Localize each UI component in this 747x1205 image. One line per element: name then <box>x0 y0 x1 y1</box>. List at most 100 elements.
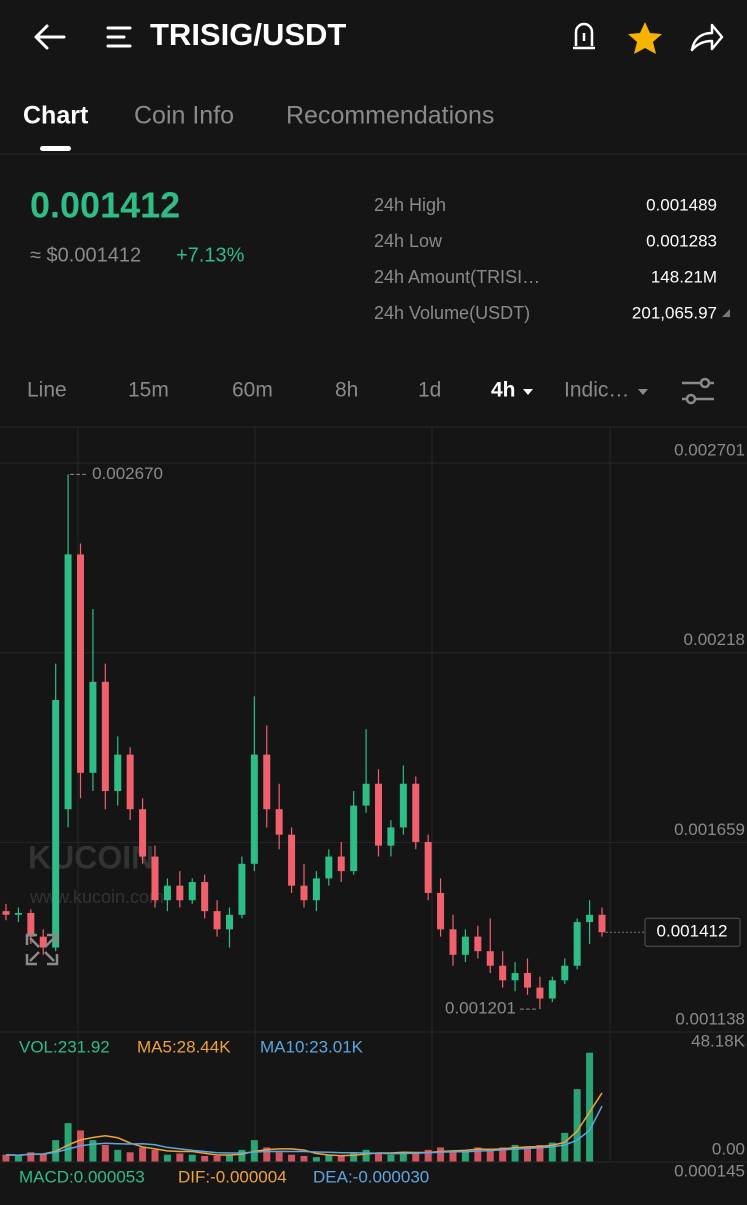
volume-bar <box>424 1149 432 1162</box>
candle-body <box>27 912 35 937</box>
last-price-label: 0.001412 <box>657 922 728 941</box>
candle-body <box>52 700 60 948</box>
last-price-tag <box>644 917 741 947</box>
volume-bar <box>561 1132 569 1162</box>
candle-body <box>387 827 395 846</box>
volume-bar <box>312 1157 320 1162</box>
volume-bar <box>238 1149 246 1162</box>
volume-bar <box>188 1154 196 1162</box>
dropdown-arrow <box>523 389 533 395</box>
candle-body <box>201 882 209 912</box>
candle-body <box>536 987 544 999</box>
watermark-url: www.kucoin.com <box>29 887 164 907</box>
volume-bar <box>14 1155 22 1162</box>
candle-body <box>337 856 345 872</box>
candle-body <box>226 914 233 930</box>
candle-body <box>375 783 382 846</box>
candle-body <box>325 856 333 879</box>
interval-tab[interactable]: 60m <box>232 379 273 402</box>
volume-bar <box>275 1152 283 1162</box>
volume-bar <box>437 1147 445 1162</box>
settings-icon[interactable] <box>682 377 714 405</box>
volume-bar <box>114 1149 122 1162</box>
candle-body <box>263 754 271 810</box>
interval-tab[interactable]: 15m <box>128 379 169 402</box>
candle-body <box>39 936 47 948</box>
candle-body <box>89 681 97 773</box>
y-tick-label: 48.18K <box>691 1031 746 1050</box>
volume-bar <box>511 1145 519 1162</box>
last-price: 0.001412 <box>30 185 180 226</box>
volume-bar <box>2 1154 10 1162</box>
candle-body <box>449 929 457 955</box>
volume-bar <box>263 1147 271 1162</box>
alert-icon[interactable] <box>573 22 595 50</box>
volume-bar <box>524 1146 531 1162</box>
candle-body <box>598 914 606 933</box>
y-tick-label: 0.002701 <box>674 441 745 460</box>
volume-bar <box>27 1152 35 1162</box>
candle-body <box>412 783 420 842</box>
candle-body <box>238 863 246 915</box>
stat-label: 24h Low <box>374 231 443 251</box>
volume-bar <box>288 1154 296 1162</box>
candle-body <box>77 554 84 773</box>
y-tick-label: 0.001138 <box>675 1009 745 1028</box>
candle-body <box>312 878 320 901</box>
volume-bar <box>548 1142 556 1162</box>
volume-bar <box>126 1152 134 1162</box>
volume-bar <box>399 1152 407 1162</box>
back-button[interactable] <box>34 24 66 50</box>
share-icon[interactable] <box>690 23 724 52</box>
interval-tab[interactable]: 4h <box>491 379 516 402</box>
candle-body <box>188 882 196 901</box>
candle-body <box>499 965 507 981</box>
candle-body <box>548 980 556 999</box>
interval-tab[interactable]: 1d <box>418 379 441 402</box>
candle-body <box>350 805 358 872</box>
interval-tab[interactable]: 8h <box>335 379 358 402</box>
stat-label: 24h Volume(USDT) <box>374 303 530 323</box>
chart: 0.002701 0.00218 0.001659 0.001138 KUCOIN www… <box>0 427 747 1186</box>
candle-body <box>586 914 594 923</box>
usd-price: ≈ $0.001412 <box>30 244 141 266</box>
candle-body <box>437 892 445 930</box>
tab[interactable]: Chart <box>23 102 89 130</box>
macd-legend: DEA:-0.000030 <box>313 1167 429 1186</box>
candle-body <box>250 754 258 864</box>
volume-legend: VOL:231.92 <box>19 1037 110 1056</box>
candle-body <box>362 783 370 806</box>
volume-bar <box>39 1153 47 1162</box>
low-label: 0.001201 <box>445 999 516 1018</box>
volume-bar <box>325 1154 333 1162</box>
stat-value: 201,065.97 <box>632 303 717 322</box>
watermark: KUCOIN <box>28 839 154 875</box>
tab[interactable]: Recommendations <box>286 102 494 130</box>
expand-icon[interactable] <box>25 933 59 966</box>
candle-body <box>511 973 519 981</box>
volume-bar <box>226 1154 233 1162</box>
candle-body <box>64 554 72 810</box>
volume-bar <box>387 1154 395 1162</box>
favorite-star[interactable] <box>628 22 662 54</box>
menu-icon[interactable] <box>106 26 132 48</box>
candle-body <box>176 885 184 901</box>
interval-tab[interactable]: Line <box>27 379 67 402</box>
volume-bar <box>101 1145 109 1162</box>
candle-body <box>275 809 283 835</box>
tab[interactable]: Coin Info <box>134 102 234 130</box>
y-tick-label: 0.00 <box>712 1139 745 1158</box>
candle-body <box>561 965 569 981</box>
stat-value: 148.21M <box>651 267 717 286</box>
dropdown-arrow <box>638 389 648 395</box>
volume-bar <box>64 1123 72 1162</box>
candle-body <box>101 681 109 792</box>
volume-bar <box>375 1152 382 1162</box>
macd-legend: DIF:-0.000004 <box>178 1167 287 1186</box>
volume-toggle[interactable] <box>722 309 730 317</box>
interval-tab[interactable]: Indic… <box>564 379 629 402</box>
volume-bar <box>201 1155 209 1162</box>
stat-label: 24h High <box>374 195 446 215</box>
volume-bar <box>536 1145 544 1162</box>
